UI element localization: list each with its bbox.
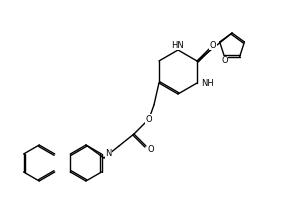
Text: HN: HN (172, 40, 184, 49)
Text: O: O (210, 40, 216, 49)
Text: N: N (105, 150, 112, 158)
Text: NH: NH (201, 78, 213, 88)
Text: O: O (221, 56, 228, 65)
Text: O: O (146, 114, 152, 123)
Text: O: O (148, 146, 154, 154)
